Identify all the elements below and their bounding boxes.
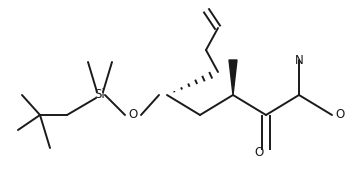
- Text: O: O: [335, 108, 345, 122]
- Text: Si: Si: [95, 89, 105, 102]
- Text: O: O: [129, 108, 138, 122]
- Polygon shape: [229, 60, 237, 95]
- Text: O: O: [255, 146, 264, 159]
- Text: N: N: [295, 54, 303, 66]
